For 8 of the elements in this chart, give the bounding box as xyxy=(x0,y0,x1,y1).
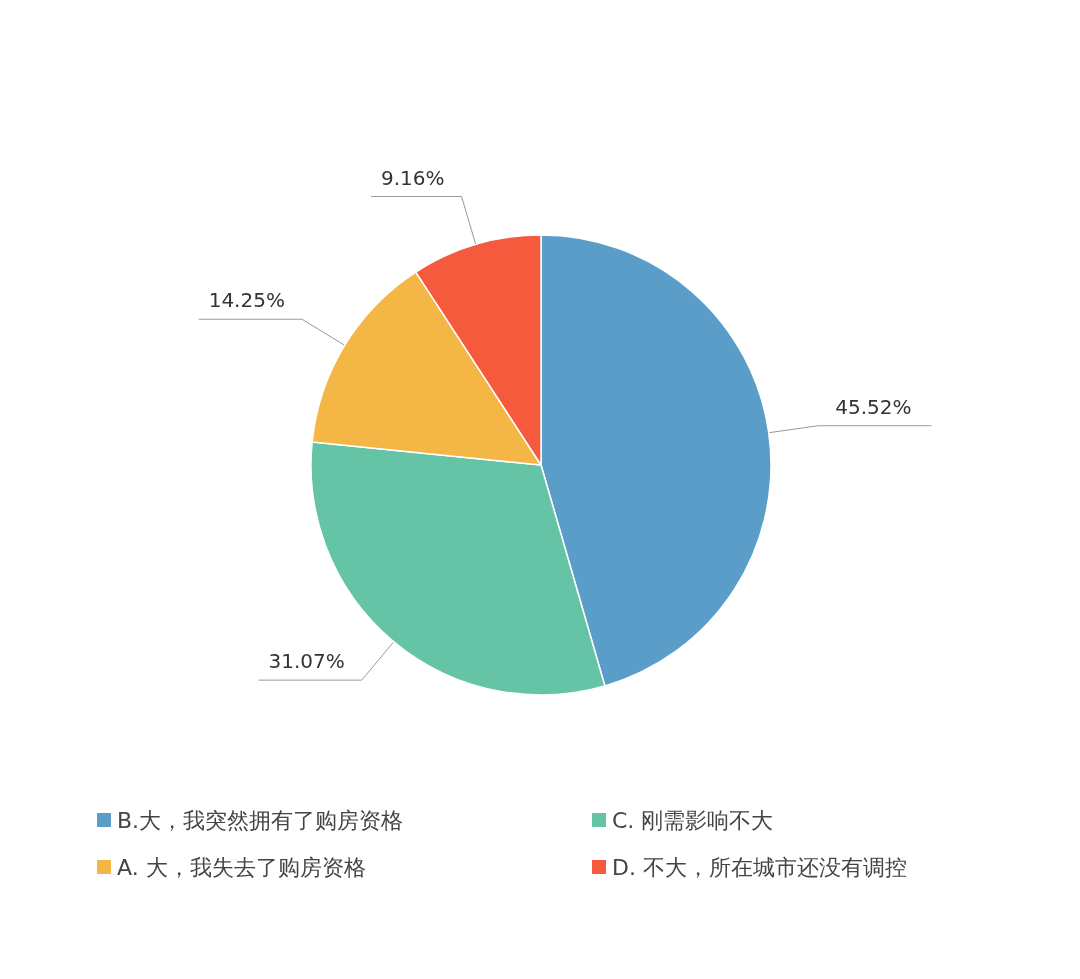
data-label: 31.07% xyxy=(268,649,345,674)
legend-label: D. 不大，所在城市还没有调控 xyxy=(612,854,907,880)
data-label: 9.16% xyxy=(380,165,445,190)
data-label: 45.52% xyxy=(835,394,912,419)
legend-label: C. 刚需影响不大 xyxy=(612,807,774,833)
legend-label: B.大，我突然拥有了购房资格 xyxy=(117,807,404,833)
data-label: 14.25% xyxy=(208,288,285,313)
legend-label: A. 大，我失去了购房资格 xyxy=(117,854,366,880)
